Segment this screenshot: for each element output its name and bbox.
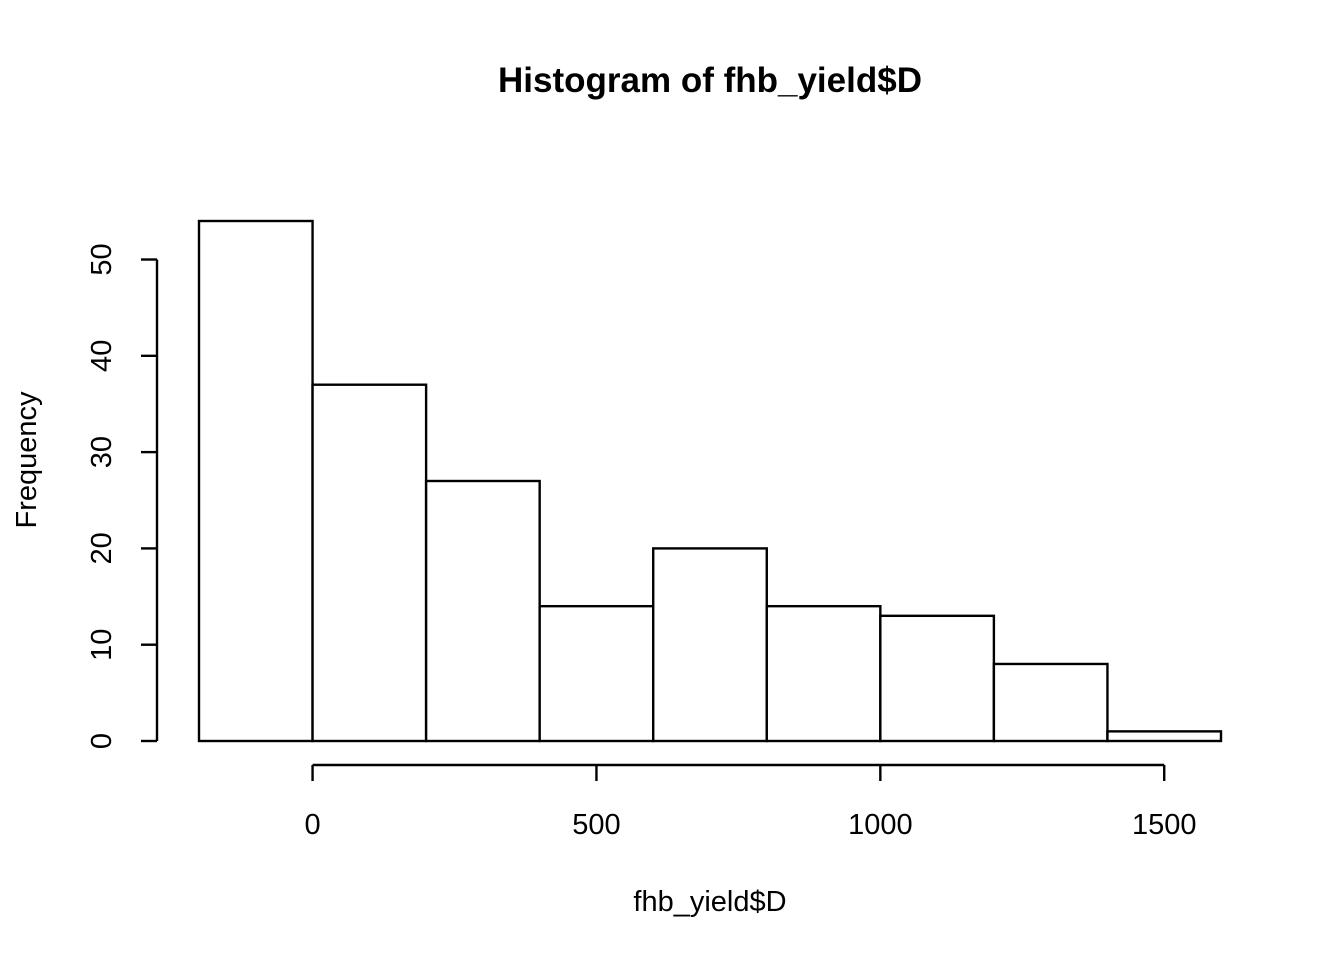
y-axis: 0 10 20 30 40 50 [86,243,159,749]
histogram-bars [197,219,1223,743]
y-tick-label: 0 [86,733,118,749]
y-tick-label: 20 [86,532,118,564]
x-tick-label: 1000 [848,809,913,841]
histogram-bar [311,383,428,743]
x-axis-label: fhb_yield$D [633,886,786,918]
histogram-bar [424,479,541,743]
histogram-bar [992,662,1109,743]
y-tick-label: 10 [86,629,118,661]
x-tick-label: 500 [572,809,620,841]
x-axis: 0 500 1000 1500 [304,763,1197,841]
y-axis-label: Frequency [11,391,43,529]
histogram-bar [765,604,882,743]
histogram-bar [879,614,996,743]
histogram-bar [538,604,655,743]
histogram-bar [652,547,768,743]
y-tick-label: 30 [86,436,118,468]
y-tick-label: 50 [86,243,118,275]
x-tick-label: 0 [304,809,320,841]
histogram-bar [197,219,314,743]
x-tick-label: 1500 [1132,809,1197,841]
chart-title: Histogram of fhb_yield$D [498,61,922,100]
y-tick-label: 40 [86,340,118,372]
histogram-bar [1106,730,1223,743]
